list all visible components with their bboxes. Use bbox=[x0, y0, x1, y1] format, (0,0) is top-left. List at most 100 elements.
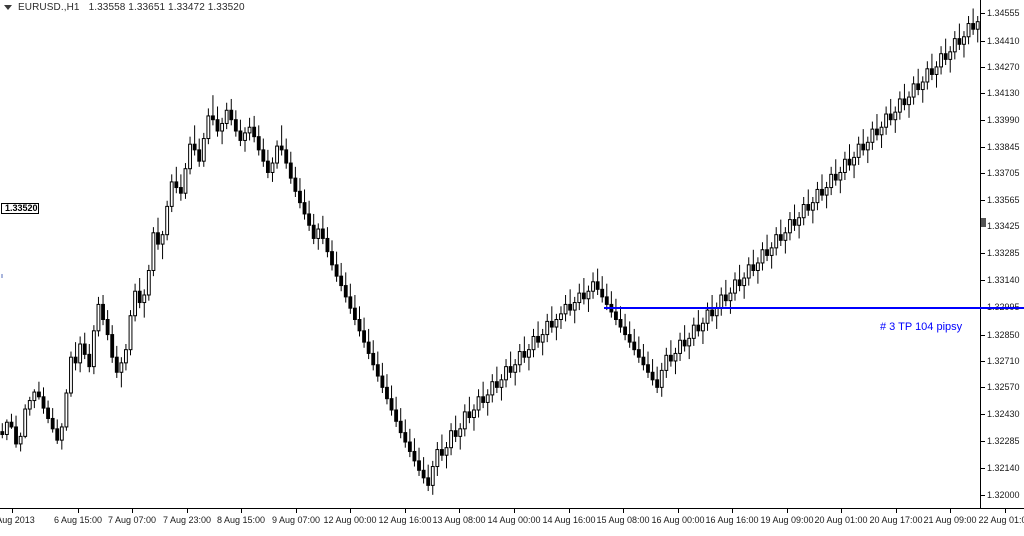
candle-body bbox=[948, 51, 953, 60]
chevron-down-icon[interactable] bbox=[4, 4, 12, 10]
price-axis-label: 1.33705 bbox=[987, 168, 1020, 178]
candle-body bbox=[907, 96, 911, 106]
candle-body bbox=[682, 339, 687, 347]
candle-body bbox=[829, 173, 834, 189]
candle-body bbox=[517, 351, 522, 366]
candle-body bbox=[641, 356, 646, 366]
price-axis-label: 1.32000 bbox=[987, 490, 1020, 500]
candle-body bbox=[861, 143, 866, 151]
candle-body bbox=[577, 292, 582, 304]
time-axis-label: 13 Aug 08:00 bbox=[432, 515, 486, 525]
candle-body bbox=[815, 188, 820, 204]
candle-body bbox=[197, 149, 202, 162]
price-axis-label: 1.34130 bbox=[987, 88, 1020, 98]
time-tick bbox=[187, 509, 188, 513]
candle-body bbox=[183, 168, 188, 194]
candle-body bbox=[229, 109, 234, 121]
tp-horizontal-line[interactable] bbox=[604, 307, 1024, 309]
candle-body bbox=[504, 366, 508, 381]
price-axis-label: 1.33565 bbox=[987, 195, 1020, 205]
time-tick bbox=[732, 509, 733, 513]
candle-body bbox=[307, 213, 312, 226]
candle-body bbox=[467, 411, 472, 419]
candle-body bbox=[897, 98, 902, 113]
candle-body bbox=[806, 204, 811, 211]
candle-body bbox=[0, 431, 5, 435]
time-axis-label: 19 Aug 09:00 bbox=[760, 515, 814, 525]
candle-body bbox=[18, 435, 23, 445]
price-tick bbox=[981, 253, 985, 254]
candle-body bbox=[472, 409, 476, 419]
candle-body bbox=[604, 296, 609, 305]
candle-body bbox=[755, 262, 760, 271]
candle-body bbox=[847, 158, 852, 166]
candle-body bbox=[385, 386, 389, 400]
candle-body bbox=[238, 130, 243, 141]
candle-body bbox=[78, 343, 83, 364]
candle-body bbox=[733, 279, 737, 294]
candle-body bbox=[449, 430, 454, 449]
candle-body bbox=[673, 352, 678, 362]
candle-body bbox=[554, 319, 559, 328]
time-tick bbox=[405, 509, 406, 513]
time-tick bbox=[78, 509, 79, 513]
price-plot-area[interactable] bbox=[0, 0, 980, 508]
candle-body bbox=[943, 53, 948, 60]
price-axis[interactable]: 1.34555 1.34410 1.34270 1.34130 1.33990 1.338… bbox=[981, 0, 1024, 508]
artifact-pixel bbox=[1, 274, 3, 278]
candle-body bbox=[174, 181, 179, 189]
candle-body bbox=[41, 396, 46, 409]
candle-body bbox=[485, 394, 490, 403]
candle-body bbox=[105, 319, 110, 336]
candle-body bbox=[69, 356, 73, 394]
candle-body bbox=[261, 149, 266, 162]
candle-body bbox=[549, 320, 554, 328]
price-tick bbox=[981, 93, 985, 94]
candle-body bbox=[233, 119, 238, 132]
candle-body bbox=[623, 326, 628, 336]
candle-body bbox=[243, 132, 247, 141]
candle-body bbox=[348, 296, 353, 309]
time-axis-label: 9 Aug 07:00 bbox=[271, 515, 321, 525]
time-tick bbox=[350, 509, 351, 513]
candle-body bbox=[490, 381, 495, 396]
candle-body bbox=[119, 362, 124, 373]
ohlc-values: 1.33558 1.33651 1.33472 1.33520 bbox=[88, 1, 245, 13]
price-tick bbox=[981, 280, 985, 281]
time-axis[interactable]: 5 Aug 2013 6 Aug 15:00 7 Aug 07:00 7 Aug 23… bbox=[0, 509, 1024, 536]
candle-body bbox=[101, 303, 105, 321]
price-tick bbox=[981, 147, 985, 148]
candle-body bbox=[476, 396, 481, 411]
candle-body bbox=[224, 109, 229, 124]
price-axis-label: 1.33285 bbox=[987, 248, 1020, 258]
price-axis-label: 1.33845 bbox=[987, 142, 1020, 152]
candle-body bbox=[966, 23, 971, 38]
candle-body bbox=[188, 143, 192, 170]
time-axis-border bbox=[0, 508, 1024, 509]
candle-body bbox=[508, 366, 513, 373]
time-tick bbox=[514, 509, 515, 513]
candle-body bbox=[412, 450, 417, 462]
candle-body bbox=[96, 303, 101, 332]
candle-body bbox=[192, 143, 197, 151]
candle-body bbox=[73, 356, 78, 364]
candle-body bbox=[298, 190, 302, 204]
candle-body bbox=[856, 143, 861, 158]
candle-body bbox=[265, 160, 270, 173]
candle-body bbox=[971, 23, 976, 30]
time-axis-label: 15 Aug 08:00 bbox=[596, 515, 650, 525]
candle-body bbox=[124, 349, 128, 364]
candle-body bbox=[371, 352, 376, 366]
candle-body bbox=[426, 477, 431, 486]
candle-body bbox=[957, 38, 962, 45]
candle-body bbox=[586, 290, 591, 300]
candle-body bbox=[284, 149, 289, 164]
candle-body bbox=[352, 307, 357, 321]
candle-body bbox=[23, 408, 28, 437]
candle-body bbox=[838, 171, 843, 181]
time-tick bbox=[623, 509, 624, 513]
candle-body bbox=[879, 126, 884, 136]
candle-body bbox=[636, 349, 641, 358]
price-axis-label: 1.34555 bbox=[987, 8, 1020, 18]
